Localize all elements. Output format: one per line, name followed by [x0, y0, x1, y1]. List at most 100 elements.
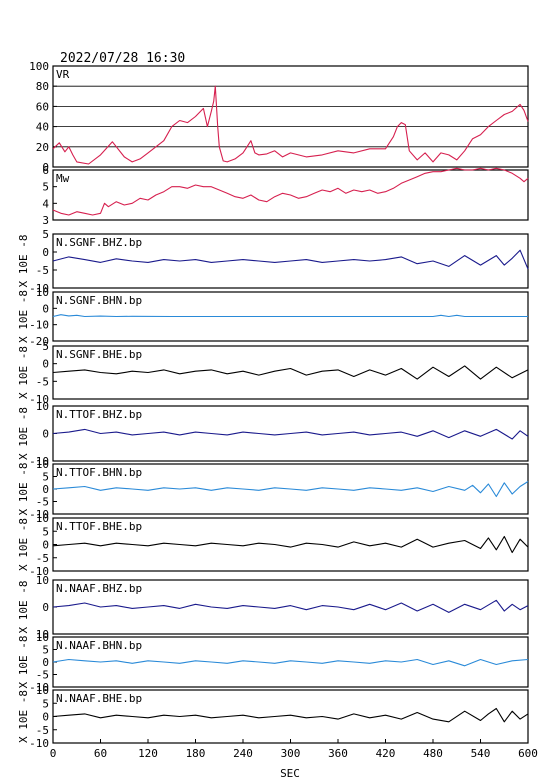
x-tick-label: 300 [281, 747, 301, 760]
y-tick-label: 0 [42, 302, 49, 315]
panel-label: N.TTOF.BHN.bp [56, 466, 142, 479]
panel-vr: 100 80 60 40 20 0 VR [29, 60, 529, 174]
panel-label: N.TTOF.BHE.bp [56, 520, 142, 533]
y-tick-label: 0 [42, 428, 49, 441]
panel-label: Mw [56, 172, 70, 185]
y-tick-label: 0 [42, 539, 49, 552]
panels: 100806040200VR6543Mw50-5-10N.SGNF.BHZ.bp… [17, 60, 529, 750]
panel-label: N.NAAF.BHE.bp [56, 692, 142, 705]
panel-frame [52, 65, 529, 168]
y-tick-label: 3 [42, 214, 49, 227]
y-tick-label: -10 [29, 282, 49, 295]
y-tick-label: -5 [36, 375, 49, 388]
y-tick-label: 10 [36, 684, 49, 697]
y-tick-label: 0 [42, 246, 49, 259]
y-tick-label: 0 [42, 483, 49, 496]
y-tick-label: 5 [42, 644, 49, 657]
y-tick-label: 60 [36, 100, 49, 113]
y-tick-label: 5 [42, 228, 49, 241]
y-tick-label: 5 [42, 471, 49, 484]
y-tick-label: -5 [36, 552, 49, 565]
y-tick-label: -5 [36, 264, 49, 277]
panel-unit-label: X 10E -8 [17, 581, 30, 634]
x-axis-label: SEC [280, 767, 300, 780]
series-line [52, 314, 528, 318]
y-tick-label: -20 [29, 335, 49, 348]
y-tick-label: -10 [29, 681, 49, 694]
y-tick-label: 0 [42, 656, 49, 669]
panel-label: N.SGNF.BHN.bp [56, 294, 142, 307]
panel-label: N.TTOF.BHZ.bp [56, 408, 142, 421]
x-tick-label: 180 [186, 747, 206, 760]
x-tick-label: 0 [50, 747, 57, 760]
y-tick-label: 0 [42, 161, 49, 174]
y-tick-label: 10 [36, 400, 49, 413]
panel-label: N.SGNF.BHE.bp [56, 348, 142, 361]
y-tick-label: 6 [42, 164, 49, 177]
panel-n-sgnf-bhe-bp: 5 0 -5 -10 N.SGNF.BHE.bp X 10E -8 [17, 340, 529, 406]
y-tick-label: 100 [29, 60, 49, 73]
y-tick-label: -10 [29, 737, 49, 750]
y-tick-label: 0 [42, 358, 49, 371]
panel-unit-label: X 10E -8 [17, 407, 30, 460]
panel-n-sgnf-bhz-bp: 5 0 -5 -10 N.SGNF.BHZ.bp X 10E -8 [17, 228, 529, 295]
x-tick-label: 600 [518, 747, 538, 760]
y-tick-label: 40 [36, 121, 49, 134]
x-tick-label: 480 [423, 747, 443, 760]
y-tick-label: -10 [29, 565, 49, 578]
panel-n-naaf-bhn-bp: 10 50-5-10 N.NAAF.BHN.bp X 10E -8 [17, 631, 529, 694]
y-tick-label: -5 [36, 669, 49, 682]
y-tick-label: 0 [42, 601, 49, 614]
panel-unit-label: X 10E -8 [17, 518, 30, 571]
panel-unit-label: X 10E -8 [17, 346, 30, 399]
x-tick-label: 420 [376, 747, 396, 760]
y-tick-label: 10 [36, 631, 49, 644]
y-tick-label: 10 [36, 574, 49, 587]
x-tick-label: 60 [94, 747, 107, 760]
x-tick-label: 120 [138, 747, 158, 760]
series-line [52, 535, 529, 554]
series-line [52, 428, 529, 440]
y-tick-label: 5 [42, 525, 49, 538]
y-tick-label: 80 [36, 80, 49, 93]
panel-mw: 6 5 4 3 Mw [42, 164, 529, 227]
series-line [52, 249, 529, 270]
series-line [52, 707, 529, 723]
panel-label: N.NAAF.BHN.bp [56, 639, 142, 652]
panel-unit-label: X 10E -8 [17, 290, 30, 343]
y-tick-label: 0 [42, 711, 49, 724]
panel-label: N.SGNF.BHZ.bp [56, 236, 142, 249]
panel-n-ttof-bhz-bp: 10 0 -10 N.TTOF.BHZ.bp X 10E -8 [17, 400, 529, 468]
series-line [52, 85, 529, 165]
figure-title: 2022/07/28 16:30 [60, 51, 185, 66]
y-tick-label: 10 [36, 286, 49, 299]
y-tick-label: 4 [42, 197, 49, 210]
series-line [52, 599, 529, 613]
y-tick-label: 5 [42, 181, 49, 194]
y-tick-label: 10 [36, 458, 49, 471]
y-tick-label: 5 [42, 340, 49, 353]
panel-label: VR [56, 68, 70, 81]
y-tick-label: -10 [29, 393, 49, 406]
x-axis-ticks: 0 60 120 180 240 300 360 420 480 540 600 [50, 739, 538, 760]
y-tick-label: 10 [36, 628, 49, 641]
y-tick-label: 10 [36, 512, 49, 525]
series-line [52, 365, 529, 380]
panel-unit-label: X 10E -8 [17, 463, 30, 516]
panel-n-naaf-bhz-bp: 10 0 10 N.NAAF.BHZ.bp X 10E -8 [17, 574, 529, 641]
y-tick-label: -10 [29, 508, 49, 521]
x-tick-label: 540 [471, 747, 491, 760]
y-tick-label: 5 [42, 697, 49, 710]
y-tick-label: -5 [36, 496, 49, 509]
panel-label: N.NAAF.BHZ.bp [56, 582, 142, 595]
x-tick-label: 240 [233, 747, 253, 760]
panel-unit-label: X 10E -8 [17, 235, 30, 288]
series-line [52, 658, 529, 667]
y-tick-label: -5 [36, 724, 49, 737]
y-tick-label: -10 [29, 455, 49, 468]
series-line [52, 167, 529, 216]
